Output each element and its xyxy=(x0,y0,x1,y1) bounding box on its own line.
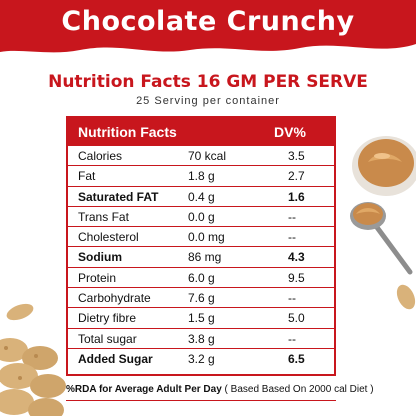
nutrient-name: Calories xyxy=(78,149,123,163)
nutrient-amount: 70 kcal xyxy=(188,149,227,163)
nutrition-heading: Nutrition Facts 16 GM PER SERVE xyxy=(48,72,368,92)
peanuts-pile-image xyxy=(0,303,66,416)
servings-text: 25 Serving per container xyxy=(136,95,280,107)
nutrient-dv: -- xyxy=(288,331,296,346)
table-row: Cholesterol 0.0 mg -- xyxy=(68,227,334,248)
nutrient-amount: 0.0 g xyxy=(188,209,215,224)
header-dv: DV% xyxy=(274,124,306,140)
nutrient-name: Trans Fat xyxy=(78,209,129,224)
product-title: Chocolate Crunchy xyxy=(61,6,355,37)
table-row: Trans Fat 0.0 g -- xyxy=(68,207,334,228)
nutrient-amount: 86 mg xyxy=(188,250,222,265)
nutrient-dv: 1.6 xyxy=(288,189,305,204)
nutrient-dv: 5.0 xyxy=(288,311,305,326)
nutrient-name: Carbohydrate xyxy=(78,291,151,306)
nutrient-amount: 6.0 g xyxy=(188,270,215,285)
header-nutrition-facts: Nutrition Facts xyxy=(78,124,177,140)
table-row: Carbohydrate 7.6 g -- xyxy=(68,288,334,309)
nutrient-amount: 1.8 g xyxy=(188,169,215,184)
table-row: Dietry fibre 1.5 g 5.0 xyxy=(68,308,334,329)
table-row: Sodium 86 mg 4.3 xyxy=(68,247,334,268)
table-row: Total sugar 3.8 g -- xyxy=(68,329,334,349)
footer-rda-label: %RDA for Average Adult Per Day xyxy=(66,384,222,395)
nutrient-amount: 1.5 g xyxy=(188,311,215,326)
nutrient-name: Fat xyxy=(78,169,96,184)
nutrient-dv: 2.7 xyxy=(288,169,305,184)
nutrient-dv: -- xyxy=(288,291,296,306)
nutrient-dv: 9.5 xyxy=(288,270,305,285)
table-row: Saturated FAT 0.4 g 1.6 xyxy=(68,187,334,207)
footer-diet-note: ( Based Based On 2000 cal Diet ) xyxy=(221,384,374,395)
table-row: Fat 1.8 g 2.7 xyxy=(68,166,334,187)
nutrient-name: Protein xyxy=(78,270,117,285)
nutrient-dv: -- xyxy=(288,209,296,224)
nutrient-dv: 6.5 xyxy=(288,351,305,366)
peanut-butter-bowl-image xyxy=(352,136,416,196)
nutrient-amount: 7.6 g xyxy=(188,291,215,306)
table-row: Protein 6.0 g 9.5 xyxy=(68,268,334,289)
nutrient-amount: 0.0 mg xyxy=(188,230,225,245)
nutrient-name: Added Sugar xyxy=(78,351,153,366)
nutrient-amount: 0.4 g xyxy=(188,189,215,204)
nutrition-table: Nutrition Facts DV% Calories 70 kcal 3.5 Fa… xyxy=(66,116,336,376)
table-row: Calories 70 kcal 3.5 xyxy=(68,146,334,167)
title-banner xyxy=(0,0,416,53)
nutrient-dv: -- xyxy=(288,230,296,245)
nutrient-name: Cholesterol xyxy=(78,230,139,245)
nutrient-name: Total sugar xyxy=(78,331,137,346)
nutrient-name: Dietry fibre xyxy=(78,311,137,326)
peanut-image xyxy=(396,284,416,310)
footer-divider xyxy=(66,400,336,401)
table-row: Added Sugar 3.2 g 6.5 xyxy=(68,349,334,368)
footer-note: %RDA for Average Adult Per Day ( Based B… xyxy=(66,384,406,395)
nutrient-name: Saturated FAT xyxy=(78,189,159,204)
spoon-image xyxy=(350,202,413,275)
nutrient-amount: 3.8 g xyxy=(188,331,215,346)
table-header: Nutrition Facts DV% xyxy=(68,118,334,146)
nutrient-dv: 3.5 xyxy=(288,149,305,163)
nutrient-dv: 4.3 xyxy=(288,250,305,265)
nutrient-name: Sodium xyxy=(78,250,122,265)
nutrient-amount: 3.2 g xyxy=(188,351,215,366)
